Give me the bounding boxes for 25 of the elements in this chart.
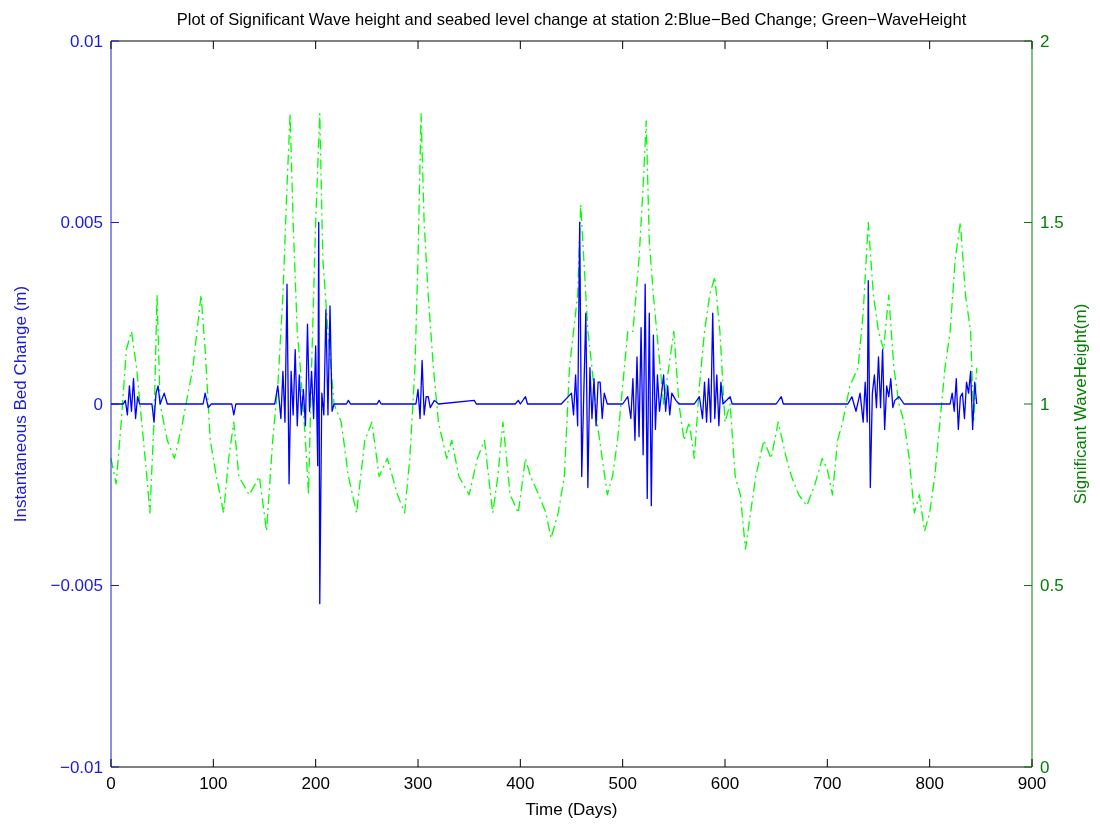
x-tick-label: 0 — [106, 774, 116, 793]
y-tick-label: 0.005 — [60, 213, 103, 233]
y2-tick-label: 0 — [1040, 757, 1050, 777]
y2-tick-label: 1.5 — [1040, 213, 1064, 233]
x-tick-label: 300 — [403, 774, 433, 793]
y2-tick-label: 2 — [1040, 31, 1050, 51]
x-tick-label: 100 — [199, 774, 228, 793]
y-tick-label: 0 — [93, 394, 103, 414]
line-series — [110, 112, 978, 550]
y2-axis-title: Significant WaveHeight(m) — [1071, 303, 1090, 505]
y2-tick-label: 0.5 — [1040, 576, 1064, 596]
x-tick-label: 200 — [301, 774, 330, 793]
y-tick-label: −0.005 — [50, 576, 103, 596]
y-tick-label: 0.01 — [69, 31, 103, 51]
x-axis-title: Time (Days) — [525, 800, 618, 819]
y-tick-label: −0.01 — [59, 757, 103, 777]
x-tick-label: 800 — [915, 774, 944, 793]
x-tick-label: 900 — [1017, 774, 1047, 793]
x-tick-label: 700 — [813, 774, 842, 793]
y2-tick-label: 1 — [1040, 394, 1050, 414]
chart-title: Plot of Significant Wave height and seabed level change at station 2:Blue−Bed Change; Green−WaveHeight — [176, 10, 967, 28]
x-tick-label: 400 — [506, 774, 535, 793]
y-axis-title: Instantaneous Bed Change (m) — [11, 285, 30, 523]
x-tick-label: 600 — [710, 774, 740, 793]
x-tick-label: 500 — [608, 774, 637, 793]
